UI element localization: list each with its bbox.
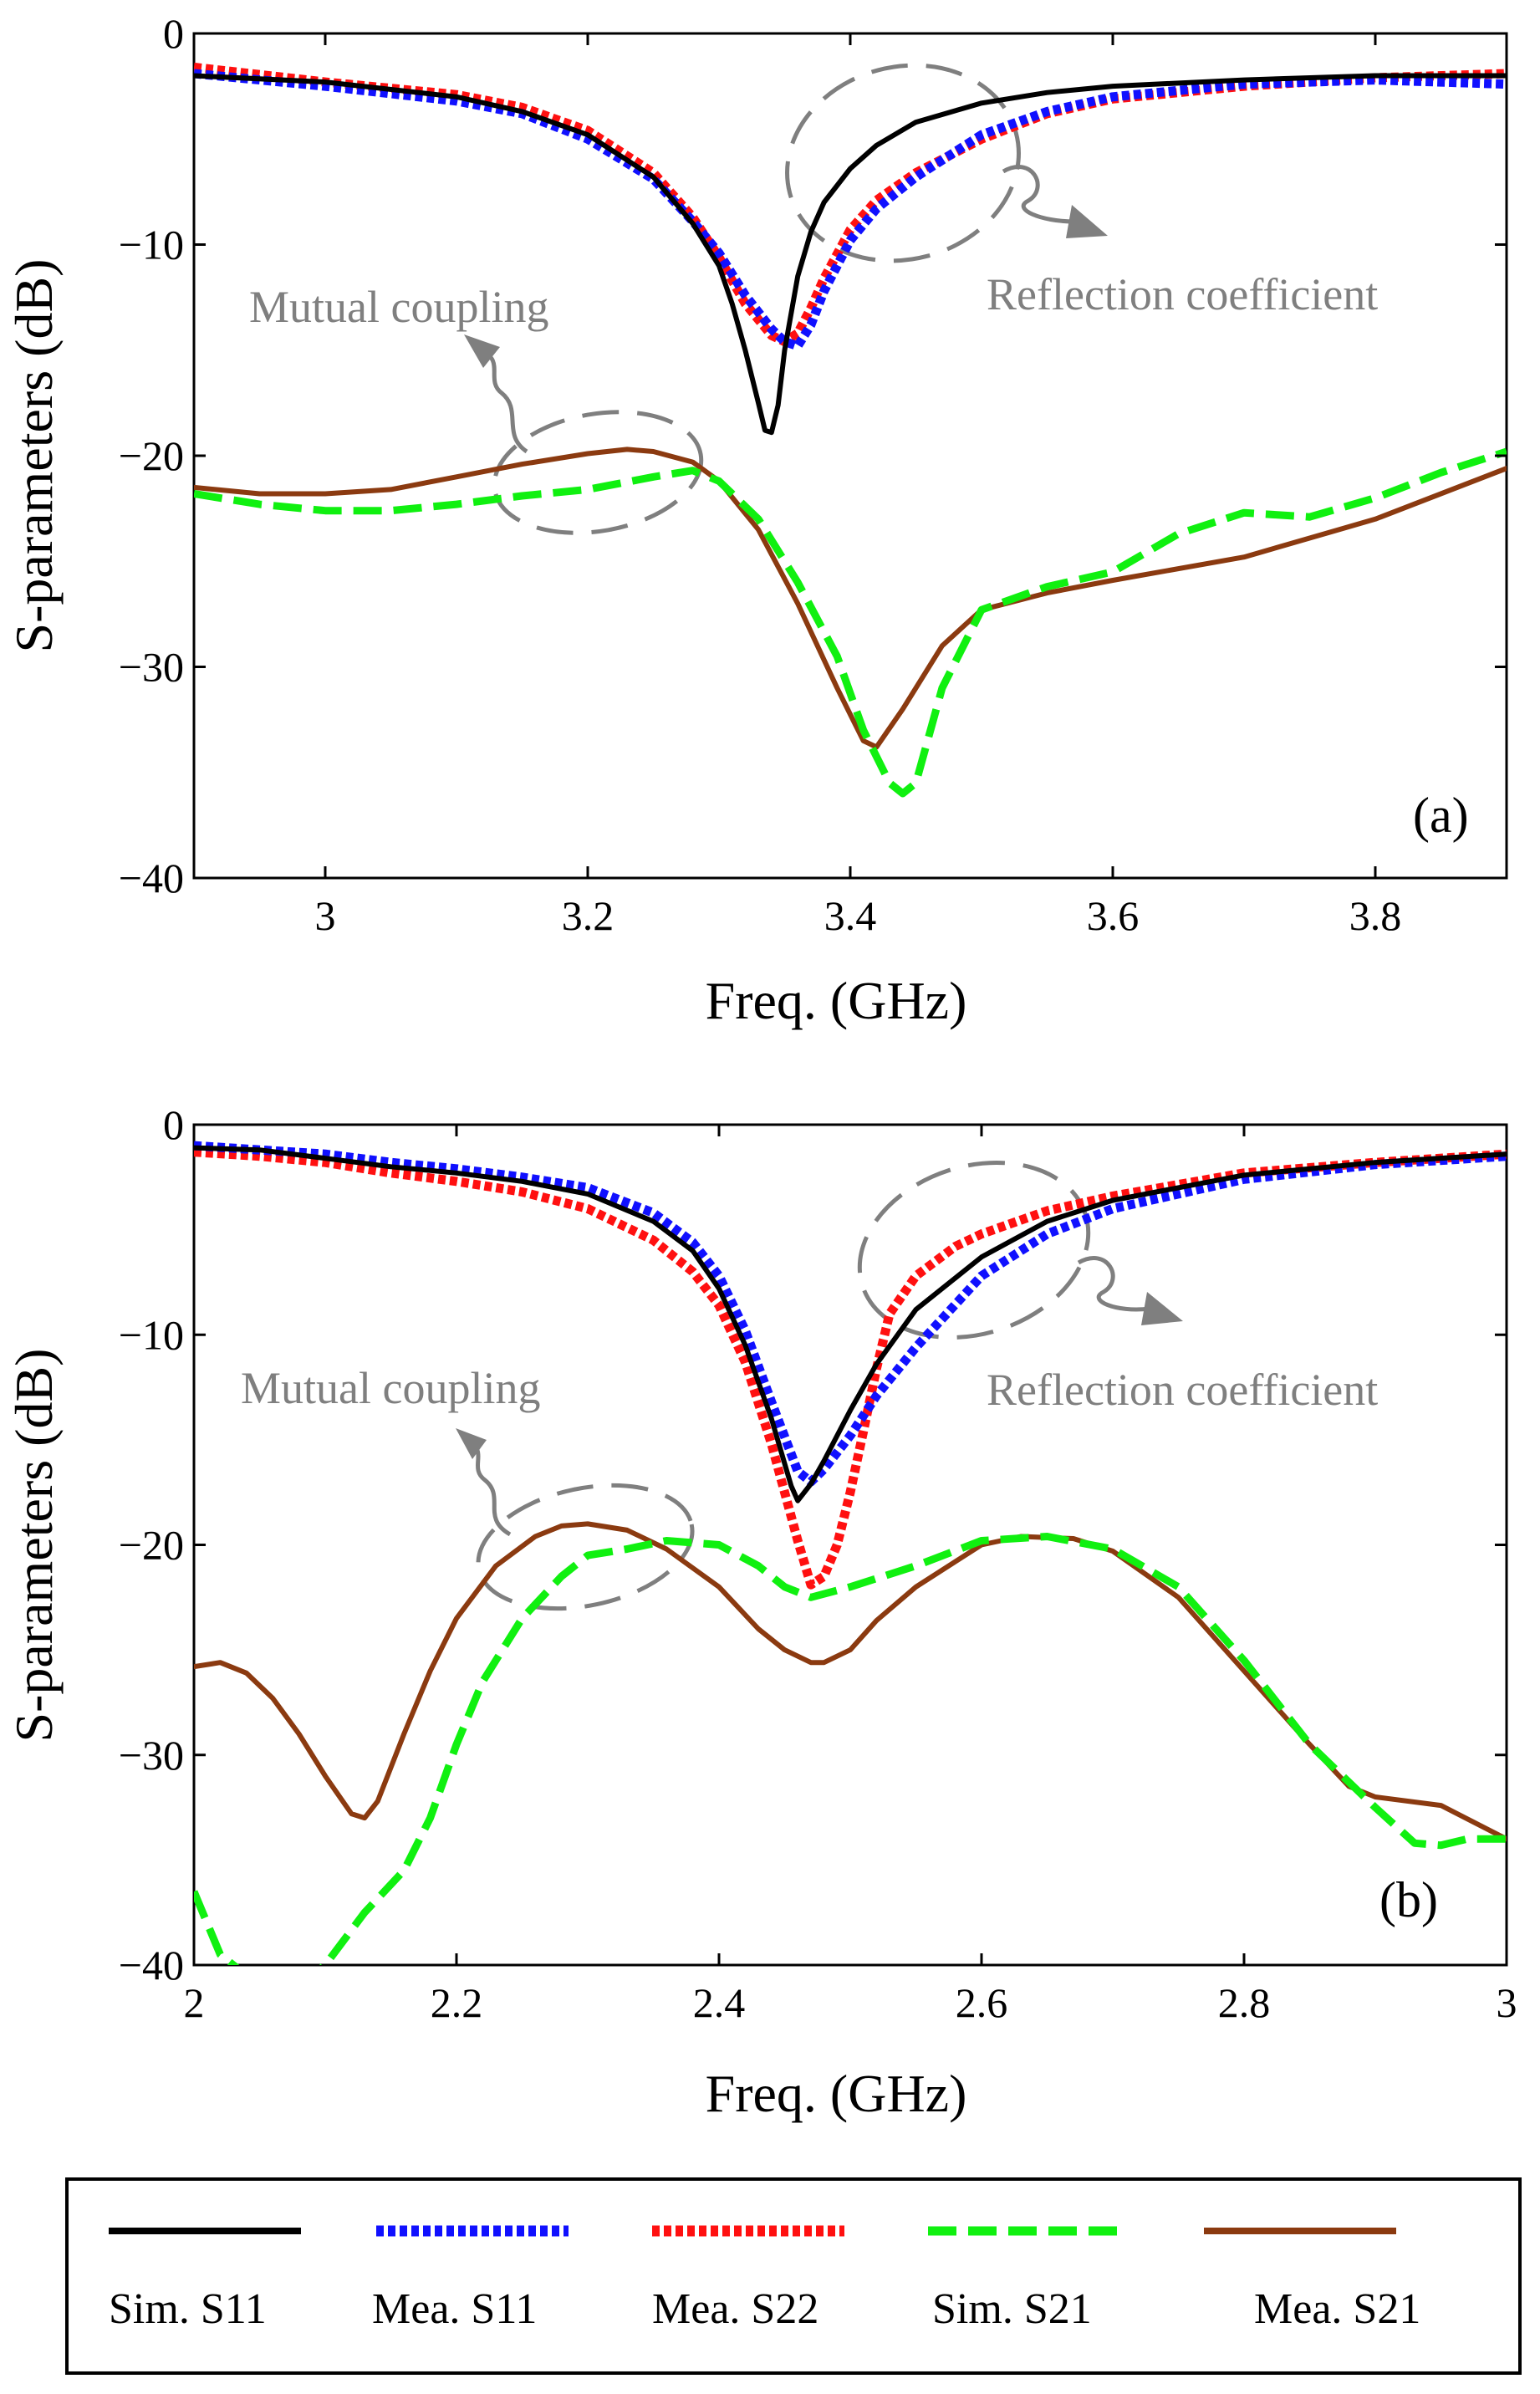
series-line-mea-s11 — [194, 69, 1507, 351]
reflection-coefficient-label: Reflection coefficient — [987, 1365, 1378, 1415]
mutual-coupling-label: Mutual coupling — [241, 1363, 540, 1413]
annotation-group: Mutual coupling Reflection coefficient — [249, 63, 1378, 535]
x-tick-label: 2.2 — [431, 1979, 483, 2026]
x-tick-label: 3.4 — [824, 892, 877, 939]
x-tick-label: 3.2 — [562, 892, 614, 939]
x-tick-label: 2.4 — [693, 1979, 746, 2026]
mutual-coupling-arrowhead — [456, 1428, 487, 1459]
series-line-sim-s21 — [194, 447, 1507, 798]
series-layer — [194, 62, 1507, 798]
reflection-arrowhead — [1066, 205, 1108, 238]
tick-layer: 3 3.2 3.4 3.6 3.8 0 −10 −20 −30 −40 — [119, 10, 1507, 939]
series-line-mea-s11 — [194, 1141, 1507, 1487]
series-line-mea-s21 — [194, 1521, 1507, 1842]
chart-panel-b: Mutual coupling Reflection coefficient 2… — [4, 1101, 1517, 2123]
y-tick-label: −30 — [119, 1732, 184, 1779]
mutual-coupling-arrow — [480, 349, 528, 454]
reflection-ellipse — [785, 63, 1021, 263]
panel-label: (a) — [1413, 788, 1469, 843]
x-tick-label: 2.6 — [956, 1979, 1008, 2026]
mutual-coupling-ellipse — [492, 410, 704, 535]
x-axis-title: Freq. (GHz) — [706, 971, 967, 1030]
legend-label-mea-s11: Mea. S11 — [372, 2285, 537, 2333]
legend-box — [65, 2177, 1522, 2375]
series-line-sim-s11 — [194, 1145, 1507, 1503]
reflection-coefficient-label: Reflection coefficient — [987, 269, 1378, 319]
y-tick-label: −10 — [119, 1311, 184, 1358]
legend-label-sim-s11: Sim. S11 — [109, 2285, 267, 2333]
legend-label-mea-s22: Mea. S22 — [652, 2285, 818, 2333]
x-tick-label: 3 — [1497, 1979, 1517, 2026]
x-tick-label: 3.8 — [1349, 892, 1402, 939]
mutual-coupling-arrow — [467, 1440, 512, 1537]
x-tick-label: 3.6 — [1087, 892, 1140, 939]
y-axis-title: S-parameters (dB) — [4, 259, 64, 653]
x-tick-label: 2 — [184, 1979, 205, 2026]
annotation-group: Mutual coupling Reflection coefficient — [241, 1161, 1378, 1611]
series-line-mea-s22 — [194, 1147, 1507, 1590]
mutual-coupling-label: Mutual coupling — [249, 282, 548, 332]
y-tick-label: 0 — [163, 1101, 184, 1148]
reflection-ellipse — [857, 1161, 1091, 1340]
plot-frame — [192, 32, 1508, 880]
mutual-coupling-arrowhead — [464, 334, 500, 368]
series-line-mea-s21 — [194, 447, 1507, 750]
y-tick-label: −30 — [119, 644, 184, 691]
y-axis-title: S-parameters (dB) — [4, 1349, 64, 1743]
legend-label-sim-s21: Sim. S21 — [932, 2285, 1092, 2333]
series-line-sim-s11 — [194, 73, 1507, 436]
chart-panel-a: Mutual coupling Reflection coefficient 3… — [4, 10, 1508, 1030]
legend: Sim. S11 Mea. S11 Mea. S22 Sim. S21 Mea. S21 — [65, 2177, 1522, 2375]
legend-label-mea-s21: Mea. S21 — [1254, 2285, 1420, 2333]
tick-layer: 2 2.2 2.4 2.6 2.8 3 0 −10 −20 −30 −40 — [119, 1101, 1517, 2026]
series-line-sim-s21 — [194, 1533, 1507, 1965]
panel-label: (b) — [1379, 1872, 1438, 1927]
y-tick-label: 0 — [163, 10, 184, 57]
y-tick-label: −40 — [119, 1942, 184, 1988]
reflection-arrow — [1077, 1256, 1150, 1312]
plot-frame — [192, 1123, 1508, 1967]
y-tick-label: −20 — [119, 1522, 184, 1569]
x-tick-label: 3 — [315, 892, 336, 939]
mutual-coupling-ellipse — [476, 1483, 695, 1611]
series-layer — [194, 1141, 1507, 1965]
reflection-arrow — [1002, 165, 1075, 224]
y-tick-label: −40 — [119, 855, 184, 901]
x-axis-title: Freq. (GHz) — [706, 2064, 967, 2123]
y-tick-label: −10 — [119, 222, 184, 268]
x-tick-label: 2.8 — [1218, 1979, 1271, 2026]
y-tick-label: −20 — [119, 432, 184, 479]
reflection-arrowhead — [1141, 1292, 1183, 1325]
